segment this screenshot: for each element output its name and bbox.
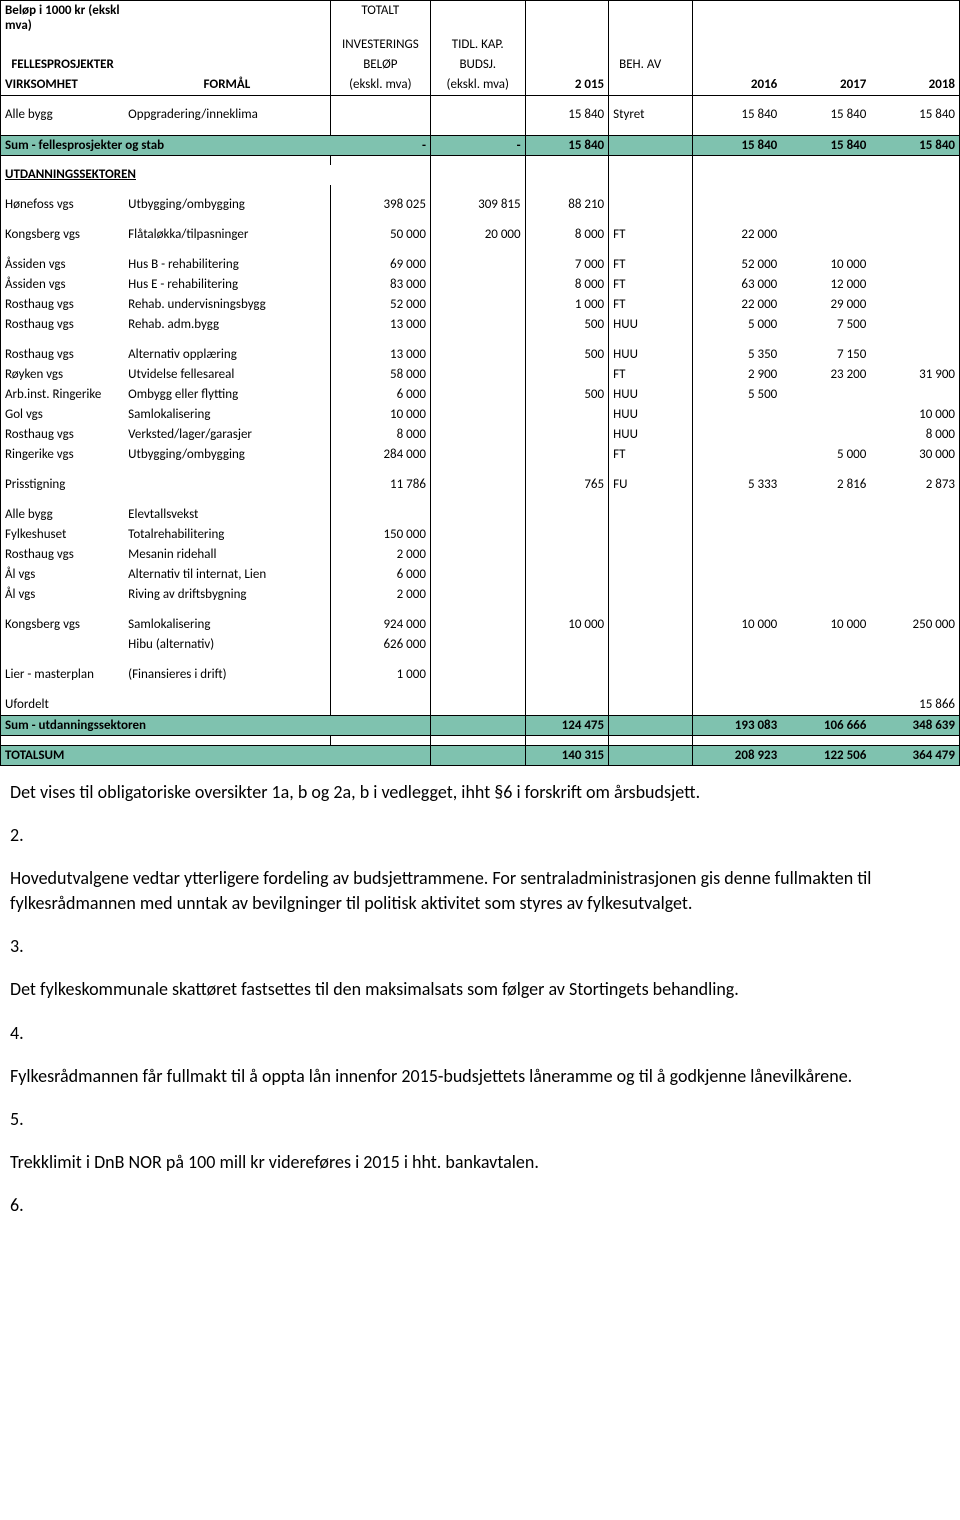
table-row: Rosthaug vgsAlternativ opplæring13 00050… (1, 345, 960, 365)
num-2: 2. (10, 823, 950, 848)
num-4: 4. (10, 1021, 950, 1046)
table-row: Rosthaug vgsMesanin ridehall2 000 (1, 545, 960, 565)
table-row: Åssiden vgsHus E - rehabilitering83 0008… (1, 275, 960, 295)
para-3: Det fylkeskommunale skattøret fastsettes… (10, 977, 950, 1002)
table-row: Ufordelt15 866 (1, 695, 960, 715)
table-row: Ringerike vgsUtbygging/ombygging284 000F… (1, 445, 960, 465)
para-4: Fylkesrådmannen får fullmakt til å oppta… (10, 1064, 950, 1089)
budget-table: Beløp i 1000 kr (ekskl mva) TOTALT INVES… (0, 0, 960, 766)
utd-header: UTDANNINGSSEKTOREN (1, 165, 331, 185)
table-row: Ål vgsRiving av driftsbygning2 000 (1, 585, 960, 605)
sum-utdanning: Sum - utdanningssektoren 124 475 193 083… (1, 715, 960, 735)
para-5: Trekklimit i DnB NOR på 100 mill kr vide… (10, 1150, 950, 1175)
table-row: FylkeshusetTotalrehabilitering150 000 (1, 525, 960, 545)
table-row: Rosthaug vgsRehab. adm.bygg13 000500HUU5… (1, 315, 960, 335)
totalsum: TOTALSUM 140 315 208 923 122 506 364 479 (1, 745, 960, 765)
row-alle-bygg: Alle bygg Oppgradering/inneklima 15 840 … (1, 105, 960, 125)
table-row: Rosthaug vgsRehab. undervisningsbygg52 0… (1, 295, 960, 315)
table-row: Arb.inst. RingerikeOmbygg eller flytting… (1, 385, 960, 405)
table-row: Hønefoss vgsUtbygging/ombygging398 02530… (1, 195, 960, 215)
para-1: Det vises til obligatoriske oversikter 1… (10, 780, 950, 805)
table-row: Kongsberg vgsFlåtaløkka/tilpasninger50 0… (1, 225, 960, 245)
table-row: Lier - masterplan(Finansieres i drift)1 … (1, 665, 960, 685)
table-row: Ål vgsAlternativ til internat, Lien6 000 (1, 565, 960, 585)
table-row: Rosthaug vgsVerksted/lager/garasjer8 000… (1, 425, 960, 445)
table-row: Kongsberg vgsSamlokalisering924 00010 00… (1, 615, 960, 635)
table-row: Prisstigning11 786765FU5 3332 8162 873 (1, 475, 960, 495)
hdr-line1: Beløp i 1000 kr (ekskl mva) (1, 1, 125, 36)
num-5: 5. (10, 1107, 950, 1132)
num-3: 3. (10, 934, 950, 959)
table-row: Åssiden vgsHus B - rehabilitering69 0007… (1, 255, 960, 275)
num-6: 6. (10, 1193, 950, 1218)
para-2: Hovedutvalgene vedtar ytterligere fordel… (10, 866, 950, 916)
sum-felles: Sum - fellesprosjekter og stab - - 15 84… (1, 135, 960, 155)
table-row: Hibu (alternativ)626 000 (1, 635, 960, 655)
body-text: Det vises til obligatoriske oversikter 1… (0, 766, 960, 1241)
table-row: Gol vgsSamlokalisering10 000HUU10 000 (1, 405, 960, 425)
table-row: Alle byggElevtallsvekst (1, 505, 960, 525)
table-row: Røyken vgsUtvidelse fellesareal58 000FT2… (1, 365, 960, 385)
